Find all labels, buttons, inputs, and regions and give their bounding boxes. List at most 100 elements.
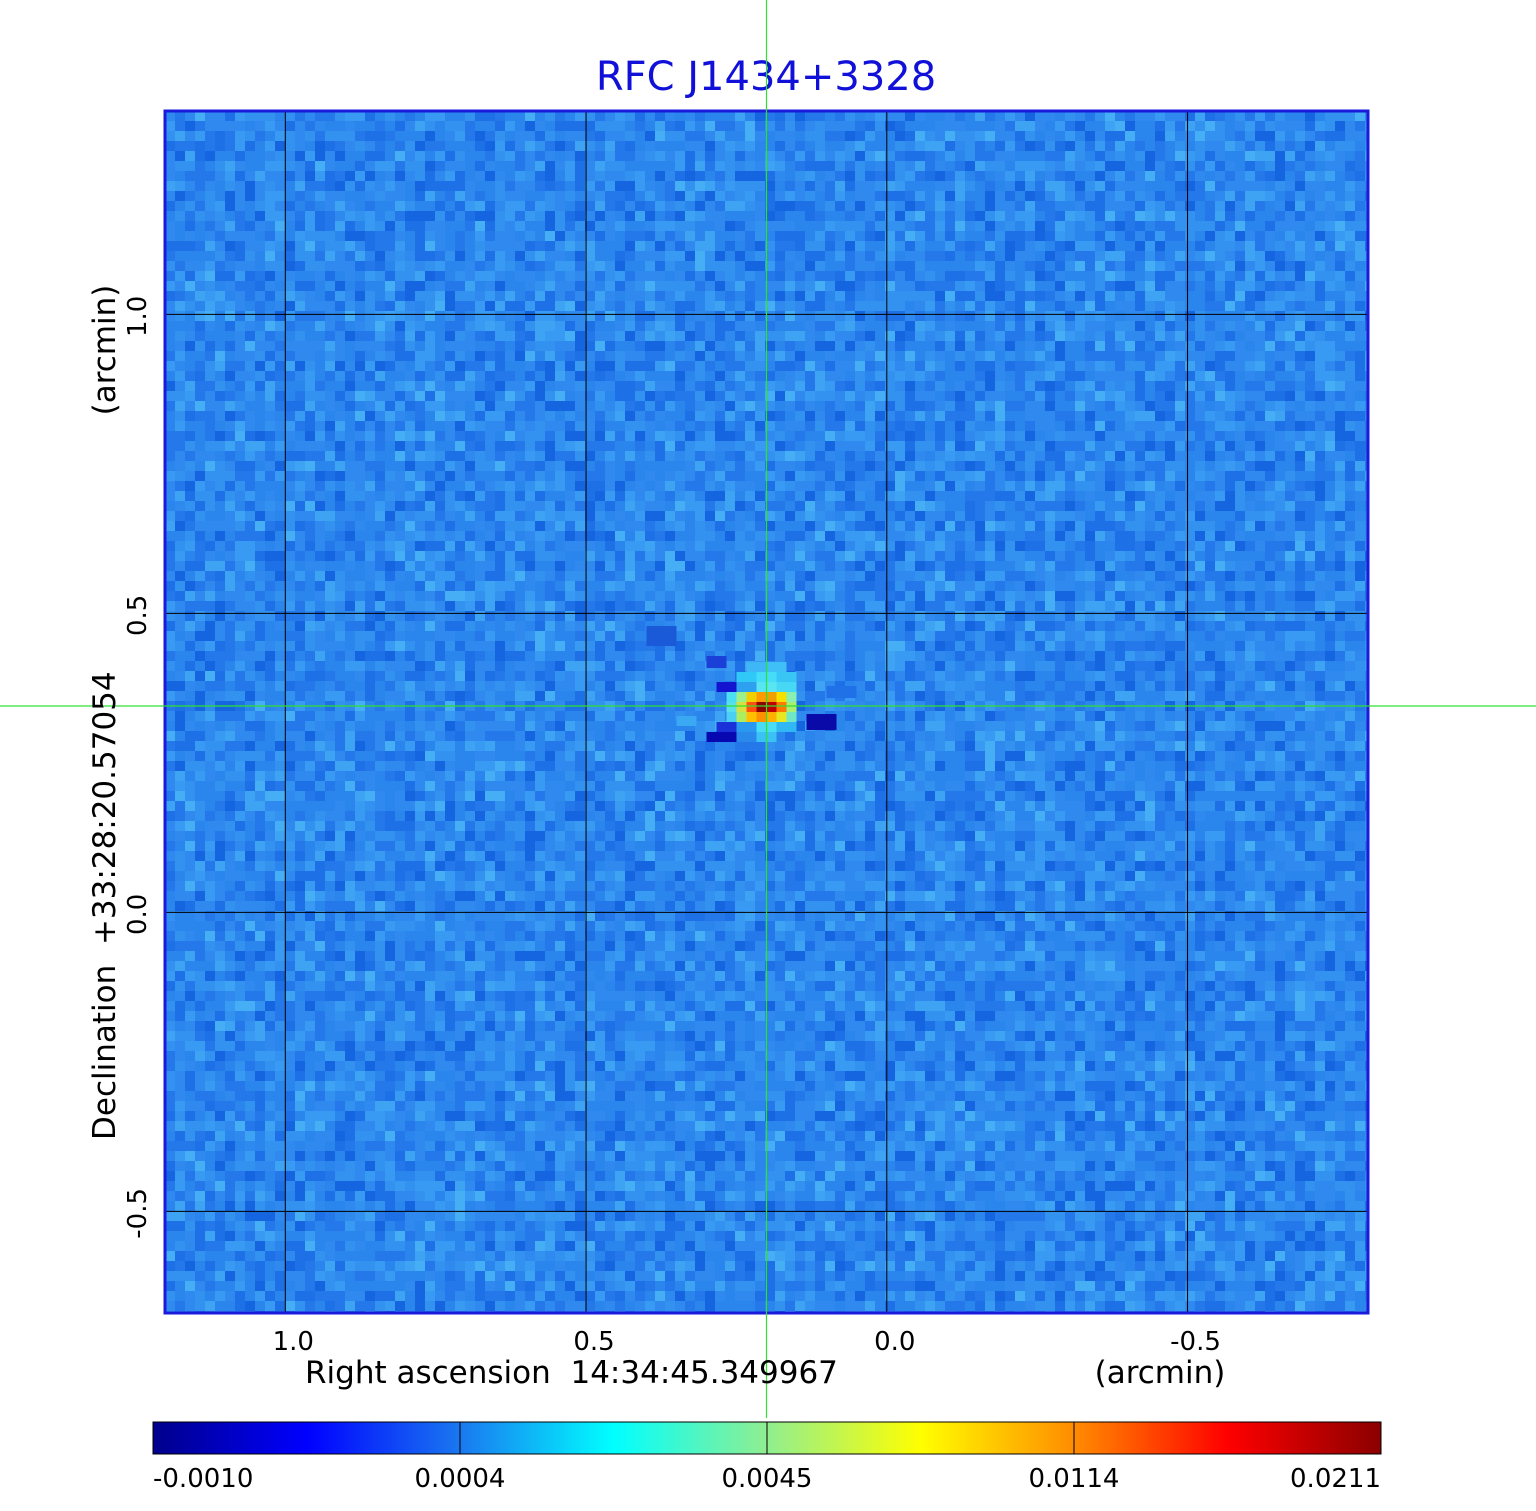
noise-pixel: [675, 581, 685, 591]
noise-pixel: [1135, 441, 1145, 451]
noise-pixel: [365, 211, 375, 221]
noise-pixel: [1105, 551, 1115, 561]
noise-pixel: [1005, 571, 1015, 581]
noise-pixel: [945, 141, 955, 151]
noise-pixel: [245, 221, 255, 231]
noise-pixel: [1355, 121, 1365, 131]
noise-pixel: [795, 491, 805, 501]
noise-pixel: [235, 511, 245, 521]
noise-pixel: [305, 411, 315, 421]
noise-pixel: [165, 221, 175, 231]
noise-pixel: [275, 181, 285, 191]
noise-pixel: [1005, 251, 1015, 261]
noise-pixel: [1355, 331, 1365, 341]
noise-pixel: [1355, 221, 1365, 231]
noise-pixel: [445, 571, 455, 581]
noise-pixel: [185, 601, 195, 611]
noise-pixel: [275, 371, 285, 381]
noise-pixel: [645, 581, 655, 591]
noise-pixel: [1115, 531, 1125, 541]
noise-pixel: [855, 261, 865, 271]
noise-pixel: [215, 561, 225, 571]
noise-pixel: [935, 131, 945, 141]
noise-pixel: [205, 181, 215, 191]
noise-pixel: [635, 321, 645, 331]
noise-pixel: [825, 401, 835, 411]
noise-pixel: [1115, 121, 1125, 131]
noise-pixel: [465, 581, 475, 591]
noise-pixel: [1065, 551, 1075, 561]
noise-pixel: [665, 331, 675, 341]
noise-pixel: [1305, 291, 1315, 301]
noise-pixel: [175, 541, 185, 551]
noise-pixel: [735, 171, 745, 181]
noise-pixel: [925, 431, 935, 441]
noise-pixel: [165, 391, 175, 401]
noise-pixel: [695, 351, 705, 361]
noise-pixel: [435, 571, 445, 581]
noise-pixel: [985, 291, 995, 301]
noise-pixel: [875, 301, 885, 311]
noise-pixel: [185, 241, 195, 251]
noise-pixel: [945, 151, 955, 161]
noise-pixel: [175, 561, 185, 571]
noise-pixel: [1155, 191, 1165, 201]
noise-pixel: [1055, 521, 1065, 531]
noise-pixel: [665, 551, 675, 561]
noise-pixel: [295, 521, 305, 531]
noise-pixel: [365, 291, 375, 301]
noise-pixel: [1025, 521, 1035, 531]
noise-pixel: [745, 131, 755, 141]
noise-pixel: [405, 331, 415, 341]
noise-pixel: [595, 131, 605, 141]
noise-pixel: [585, 371, 595, 381]
noise-pixel: [485, 581, 495, 591]
noise-pixel: [405, 121, 415, 131]
noise-pixel: [1355, 211, 1365, 221]
noise-pixel: [585, 281, 595, 291]
noise-pixel: [475, 291, 485, 301]
noise-pixel: [185, 301, 195, 311]
noise-pixel: [1315, 431, 1325, 441]
noise-pixel: [1025, 121, 1035, 131]
noise-pixel: [1345, 331, 1355, 341]
noise-pixel: [465, 271, 475, 281]
noise-pixel: [1355, 431, 1365, 441]
noise-pixel: [485, 361, 495, 371]
noise-pixel: [805, 181, 815, 191]
noise-pixel: [225, 111, 235, 121]
noise-pixel: [875, 491, 885, 501]
noise-pixel: [305, 131, 315, 141]
noise-pixel: [365, 181, 375, 191]
noise-pixel: [1185, 131, 1195, 141]
noise-pixel: [1135, 191, 1145, 201]
noise-pixel: [305, 611, 315, 621]
noise-pixel: [435, 231, 445, 241]
noise-pixel: [1225, 141, 1235, 151]
noise-pixel: [965, 181, 975, 191]
noise-pixel: [1235, 561, 1245, 571]
noise-pixel: [1125, 451, 1135, 461]
noise-pixel: [885, 401, 895, 411]
noise-pixel: [865, 301, 875, 311]
noise-pixel: [715, 421, 725, 431]
noise-pixel: [1165, 571, 1175, 581]
noise-pixel: [1335, 271, 1345, 281]
noise-pixel: [975, 151, 985, 161]
noise-pixel: [525, 251, 535, 261]
noise-pixel: [675, 561, 685, 571]
noise-pixel: [1015, 141, 1025, 151]
noise-pixel: [765, 421, 775, 431]
noise-pixel: [325, 431, 335, 441]
noise-pixel: [285, 581, 295, 591]
noise-pixel: [935, 371, 945, 381]
noise-pixel: [775, 611, 785, 621]
noise-pixel: [1065, 141, 1075, 151]
noise-pixel: [595, 181, 605, 191]
noise-pixel: [1035, 231, 1045, 241]
noise-pixel: [1175, 271, 1185, 281]
noise-pixel: [1025, 131, 1035, 141]
noise-pixel: [1165, 411, 1175, 421]
noise-pixel: [855, 511, 865, 521]
noise-pixel: [1125, 411, 1135, 421]
